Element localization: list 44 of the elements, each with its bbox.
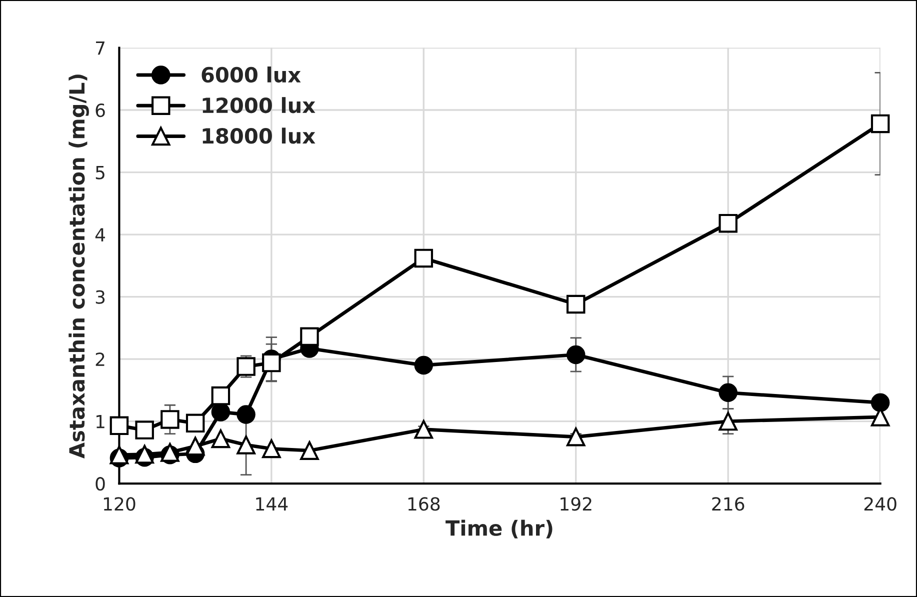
point [870,114,890,134]
legend-label: 18000 lux [202,128,316,144]
point [110,446,129,464]
y-axis-title: Astaxanthin concentation (mg/L) [68,74,89,458]
point [186,414,205,433]
point [414,248,434,268]
y-tick-label: 0 [96,477,105,491]
point [566,294,586,314]
x-tick-label: 192 [560,497,592,511]
point [566,345,586,364]
x-tick-label: 240 [864,497,896,511]
y-tick-label: 7 [96,41,104,55]
point [566,428,586,446]
y-tick-label: 2 [96,352,104,366]
y-tick-label: 5 [96,166,104,180]
point [414,356,434,375]
x-tick-label: 216 [712,497,744,511]
point [211,386,230,406]
y-tick-label: 1 [96,415,104,428]
point [236,357,256,376]
point [262,439,281,458]
point [414,420,434,439]
point [236,405,256,424]
legend-label: 12000 lux [202,97,316,114]
y-tick-label: 4 [95,228,106,242]
point [300,327,319,346]
x-axis-title: Time (hr) [446,520,552,538]
x-tick-label: 168 [408,497,440,511]
legend-label: 6000 lux [202,66,301,83]
point [236,436,256,454]
y-tick-label: 6 [96,103,105,118]
point [870,393,890,412]
y-tick-label: 3 [96,290,105,304]
point [186,436,205,456]
point [110,416,129,436]
point [718,383,738,402]
point [160,410,180,429]
x-tick-label: 120 [104,497,136,511]
point [718,214,738,233]
x-tick-label: 144 [256,497,288,510]
point [262,353,281,372]
point [718,412,738,431]
point [135,444,154,464]
point [135,420,154,440]
